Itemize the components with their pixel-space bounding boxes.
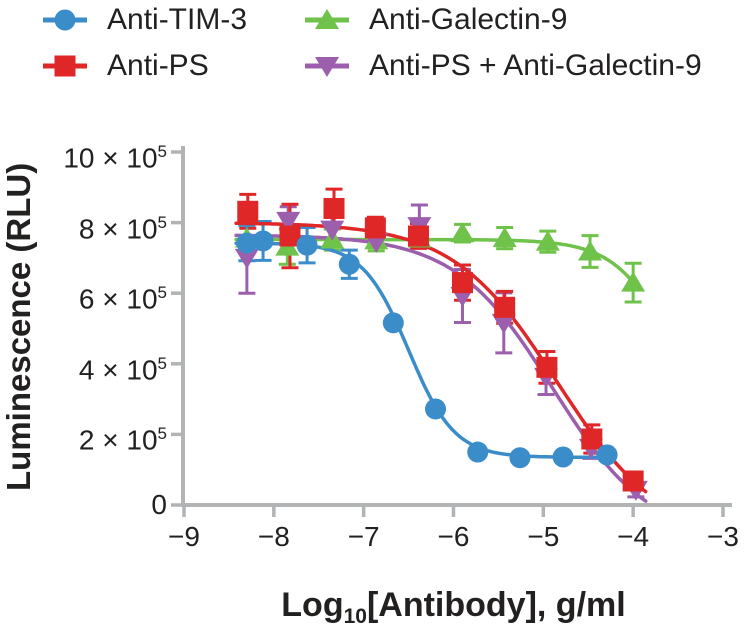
triangle-down-marker-icon [305,57,349,77]
x-axis-title-subscript: 10 [343,605,367,628]
axis-lines [181,146,732,507]
anti-tim-3-data-points [236,230,618,469]
legend-item-anti-galectin-9: Anti-Galectin-9 [305,5,702,35]
legend-item-anti-ps-anti-galectin-9: Anti-PS + Anti-Galectin-9 [305,51,702,81]
x-tick-label: −8 [257,521,290,552]
x-tick-label: −3 [707,521,739,552]
legend-item-anti-tim-3: Anti-TIM-3 [43,5,305,35]
legend-label-anti-galectin-9: Anti-Galectin-9 [369,3,568,36]
triangle-up-marker-icon [305,9,349,29]
x-tick-label: −7 [347,521,380,552]
x-tick-label: −9 [168,521,200,552]
y-tick-label: 6 × 105 [78,283,167,315]
square-marker-icon [43,55,87,77]
x-tick-label: −5 [527,521,560,552]
y-tick-label: 2 × 105 [78,424,167,456]
anti-ps-curve [234,221,648,494]
y-tick-label: 0 [151,489,167,520]
y-tick-label: 8 × 105 [78,212,167,244]
legend-label-anti-tim-3: Anti-TIM-3 [107,3,248,36]
y-tick-label: 4 × 105 [78,353,167,386]
x-tick-label: −6 [437,521,470,552]
legend-item-anti-ps: Anti-PS [43,51,305,81]
legend: Anti-TIM-3 Anti-Galectin-9 Anti-PS Anti-… [43,5,702,81]
y-tick-label: 10 × 105 [63,142,167,174]
legend-label-anti-ps: Anti-PS [107,49,209,82]
legend-label-anti-ps-anti-galectin-9: Anti-PS + Anti-Galectin-9 [369,49,702,82]
anti-ps-anti-galectin-9-curve [234,233,648,503]
x-tick-label: −4 [617,521,650,552]
circle-marker-icon [43,9,87,31]
anti-ps-data-points [237,197,644,492]
x-axis-title-post: [Antibody], g/ml [366,586,626,624]
y-axis-title: Luminescence (RLU) [0,162,37,492]
x-axis-title: Log10[Antibody], g/ml [184,586,723,629]
x-axis-title-pre: Log [281,586,344,624]
